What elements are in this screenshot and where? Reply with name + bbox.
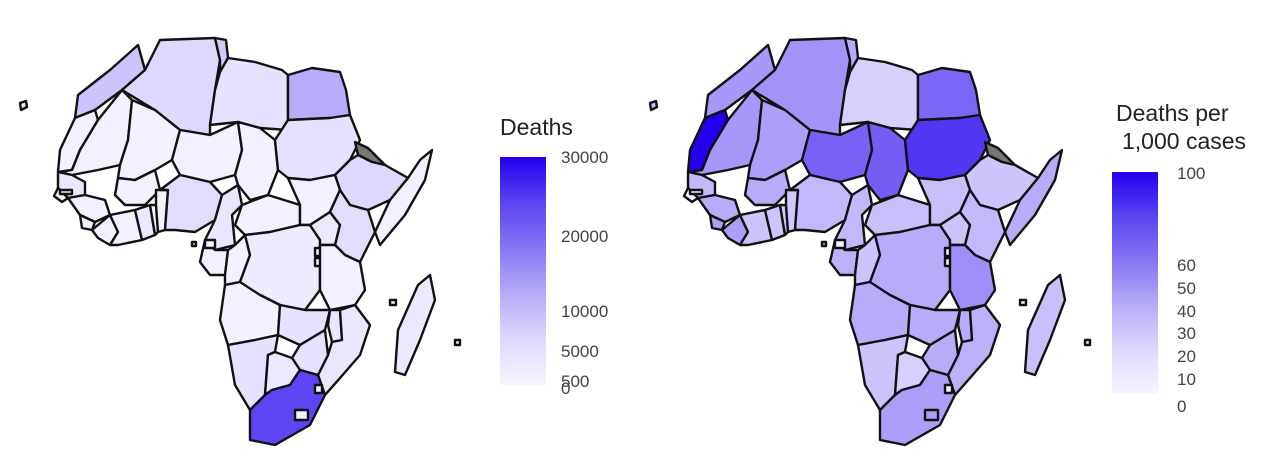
deaths-per-1000-legend-colorbar [1112,172,1158,394]
deaths-legend-tick: 500 [561,372,590,391]
deaths-per-1000-legend-tick: 10 [1177,370,1196,389]
country-burkina-faso [743,168,792,207]
deaths-legend-tick: 30000 [561,148,609,167]
deaths-per-1000-legend-tick: 0 [1177,397,1187,416]
deaths-per-1000-legend-tick: 60 [1177,256,1196,275]
deaths-per-1000-legend-title: Deaths per 1,000 cases [1116,99,1246,155]
country-south-africa [248,368,327,447]
deaths-legend-tick: 5000 [561,342,599,361]
deaths-per-1000-map-panel: Deaths per 1,000 cases 100 60 50 40 30 2… [640,0,1280,465]
deaths-map-countries [18,36,462,447]
country-lesotho [923,408,940,422]
country-chad [233,120,280,202]
country-libya [838,56,920,132]
deaths-per-1000-legend-title-line-2: 1,000 cases [1122,128,1247,154]
country-egypt [916,66,982,122]
country-eswatini [943,383,954,395]
country-sao-tome [820,240,828,248]
country-egypt [286,66,352,122]
country-libya [208,56,290,132]
country-sao-tome [190,240,198,248]
country-cabo-verde [18,99,29,112]
country-mauritius [1083,338,1092,347]
country-lesotho [293,408,310,422]
deaths-per-1000-legend-tick: 30 [1177,324,1196,343]
deaths-per-1000-legend-tick: 40 [1177,302,1196,321]
country-nigeria [158,173,224,234]
country-burkina-faso [113,168,162,207]
deaths-per-1000-map [648,36,1092,447]
country-tanzania [318,243,367,312]
country-eswatini [313,383,324,395]
country-comoros [1018,298,1028,307]
deaths-legend-title: Deaths [500,113,573,141]
country-madagascar [393,273,437,377]
deaths-legend-tick: 20000 [561,227,609,246]
country-somalia [1003,148,1064,247]
country-somalia [373,148,434,247]
deaths-map [18,36,462,447]
deaths-legend-colorbar [500,157,546,385]
deaths-legend-tick: 10000 [561,302,609,321]
country-cabo-verde [648,99,659,112]
country-madagascar [1023,273,1067,377]
country-chad [863,120,910,202]
country-mauritius [453,338,462,347]
deaths-map-panel: Deaths 30000 20000 10000 5000 500 0 [18,36,609,447]
country-tanzania [948,243,997,312]
deaths-legend-tick: 0 [561,379,571,398]
country-equatorial-guinea [203,238,217,250]
deaths-legend-title-line: Deaths [500,114,573,140]
deaths-per-1000-legend-tick: 20 [1177,347,1196,366]
country-south-africa [878,368,957,447]
country-gambia [58,188,74,196]
country-gambia [688,188,704,196]
country-nigeria [788,173,854,234]
deaths-per-1000-map-countries [648,36,1092,447]
deaths-per-1000-legend-tick: 50 [1177,279,1196,298]
country-comoros [388,298,398,307]
country-equatorial-guinea [833,238,847,250]
deaths-per-1000-legend-title-line-1: Deaths per [1116,100,1229,126]
deaths-per-1000-legend-tick: 100 [1177,164,1206,183]
